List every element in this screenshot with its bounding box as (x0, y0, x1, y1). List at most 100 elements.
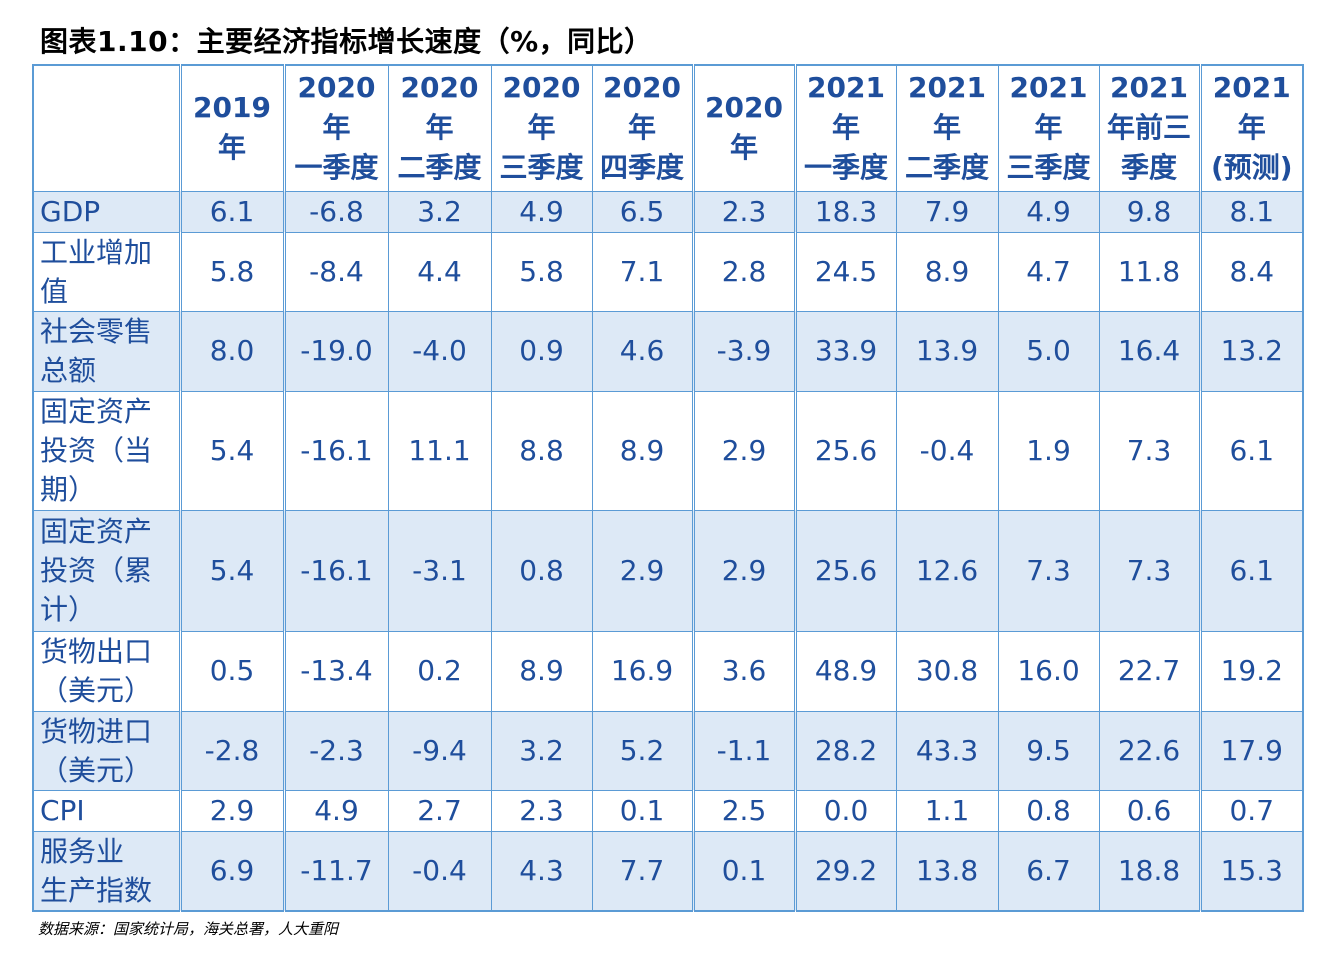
table-cell: 2.7 (387, 789, 492, 832)
table-cell: 4.6 (591, 310, 695, 392)
table-cell: 7.1 (591, 231, 695, 312)
table-cell: 13.2 (1199, 310, 1304, 392)
table-cell: 2.3 (490, 789, 593, 832)
table-cell: -2.3 (283, 710, 389, 791)
table-cell: 8.9 (490, 630, 593, 712)
table-cell: 9.5 (997, 710, 1100, 791)
table-row: 货物进口 （美元） -2.8 -2.3 -9.4 3.2 5.2 -1.1 28.2 43.3 9.… (32, 710, 1304, 791)
table-row: 货物出口 （美元） 0.5 -13.4 0.2 8.9 16.9 3.6 48.9 30.8 16.… (32, 630, 1304, 712)
table-cell: 24.5 (794, 231, 897, 312)
table-cell: 4.9 (490, 190, 593, 233)
table-cell: 2.9 (179, 789, 286, 832)
table-cell: 4.4 (387, 231, 492, 312)
row-label: CPI (32, 789, 182, 832)
table-cell: 18.3 (794, 190, 897, 233)
col-header: 2020 年二季度 (387, 64, 492, 192)
table-cell: 5.8 (179, 231, 286, 312)
row-label: 固定资产 投资（累 计） (32, 509, 182, 632)
table-cell: 19.2 (1199, 630, 1304, 712)
table-cell: 15.3 (1199, 830, 1304, 912)
source-note: 数据来源：国家统计局，海关总署，人大重阳 (38, 920, 339, 938)
table-cell: -2.8 (179, 710, 286, 791)
table-cell: 6.9 (179, 830, 286, 912)
row-label: 工业增加值 (32, 231, 182, 312)
table-cell: -16.1 (283, 509, 389, 632)
col-header: 2021 年一季度 (794, 64, 897, 192)
table-cell: 17.9 (1199, 710, 1304, 791)
row-label: 货物进口 （美元） (32, 710, 182, 791)
table-cell: 6.5 (591, 190, 695, 233)
table-row: 工业增加值 5.8 -8.4 4.4 5.8 7.1 2.8 24.5 8.9 4.7 11.8 8.… (32, 231, 1304, 312)
row-label: 社会零售 总额 (32, 310, 182, 392)
chart-title: 图表1.10：主要经济指标增长速度（%，同比） (40, 25, 653, 58)
col-header: 2021 年三季度 (997, 64, 1100, 192)
table-cell: 8.9 (591, 390, 695, 511)
table-cell: 22.7 (1098, 630, 1202, 712)
table-cell: 29.2 (794, 830, 897, 912)
col-header: 2020 年四季度 (591, 64, 695, 192)
row-label: 货物出口 （美元） (32, 630, 182, 712)
table-cell: 6.1 (1199, 509, 1304, 632)
table-cell: -0.4 (895, 390, 999, 511)
col-header: 2021 年二季度 (895, 64, 999, 192)
table-cell: 48.9 (794, 630, 897, 712)
table-cell: 22.6 (1098, 710, 1202, 791)
row-label: GDP (32, 190, 182, 233)
header-corner (32, 64, 182, 192)
table-cell: 12.6 (895, 509, 999, 632)
table-cell: 2.3 (692, 190, 797, 233)
table-cell: 28.2 (794, 710, 897, 791)
table-cell: -19.0 (283, 310, 389, 392)
table-cell: 3.2 (387, 190, 492, 233)
row-label: 固定资产 投资（当 期） (32, 390, 182, 511)
table-cell: -6.8 (283, 190, 389, 233)
table-cell: -4.0 (387, 310, 492, 392)
table-row: 服务业 生产指数 6.9 -11.7 -0.4 4.3 7.7 0.1 29.2 13.8 6.7 1… (32, 830, 1304, 912)
table-row: 固定资产 投资（当 期） 5.4 -16.1 11.1 8.8 8.9 2.9 25.6 -0.4 1… (32, 390, 1304, 511)
table-row: GDP 6.1 -6.8 3.2 4.9 6.5 2.3 18.3 7.9 4.9 9.8 8.1 (32, 190, 1304, 233)
table-cell: 7.3 (1098, 390, 1202, 511)
table-cell: 8.0 (179, 310, 286, 392)
table-cell: 3.2 (490, 710, 593, 791)
table-cell: 13.8 (895, 830, 999, 912)
table-cell: 0.8 (997, 789, 1100, 832)
table-cell: 7.3 (1098, 509, 1202, 632)
table-row: CPI 2.9 4.9 2.7 2.3 0.1 2.5 0.0 1.1 0.8 0.6 0.7 (32, 789, 1304, 832)
table-cell: 18.8 (1098, 830, 1202, 912)
table-cell: 5.4 (179, 509, 286, 632)
table-cell: 0.1 (692, 830, 797, 912)
table-cell: 43.3 (895, 710, 999, 791)
table-cell: 0.0 (794, 789, 897, 832)
table-cell: 2.9 (692, 509, 797, 632)
table-row: 固定资产 投资（累 计） 5.4 -16.1 -3.1 0.8 2.9 2.9 25.6 12.6 7… (32, 509, 1304, 632)
table-cell: 7.3 (997, 509, 1100, 632)
table-cell: 13.9 (895, 310, 999, 392)
col-header: 2020 年三季度 (490, 64, 593, 192)
col-header: 2020 年 (692, 64, 797, 192)
table-cell: 6.1 (1199, 390, 1304, 511)
table-cell: 5.8 (490, 231, 593, 312)
table-cell: 0.6 (1098, 789, 1202, 832)
table-cell: -3.9 (692, 310, 797, 392)
table-cell: 5.0 (997, 310, 1100, 392)
col-header: 2019 年 (179, 64, 286, 192)
table-cell: 7.9 (895, 190, 999, 233)
table-cell: 5.4 (179, 390, 286, 511)
table-cell: 16.4 (1098, 310, 1202, 392)
table-cell: 4.3 (490, 830, 593, 912)
row-label: 服务业 生产指数 (32, 830, 182, 912)
table-cell: 1.9 (997, 390, 1100, 511)
table-cell: -13.4 (283, 630, 389, 712)
header-row: 2019 年 2020 年一季度 2020 年二季度 2020 年三季度 2020 年四季… (32, 64, 1304, 192)
table-cell: 0.9 (490, 310, 593, 392)
table-cell: -1.1 (692, 710, 797, 791)
table-cell: 8.4 (1199, 231, 1304, 312)
table-cell: 2.9 (591, 509, 695, 632)
table-cell: 11.1 (387, 390, 492, 511)
table-cell: 9.8 (1098, 190, 1202, 233)
table-cell: 8.8 (490, 390, 593, 511)
table-cell: 4.9 (997, 190, 1100, 233)
table-cell: 0.5 (179, 630, 286, 712)
table-cell: 30.8 (895, 630, 999, 712)
col-header: 2021 年前三 季度 (1098, 64, 1202, 192)
